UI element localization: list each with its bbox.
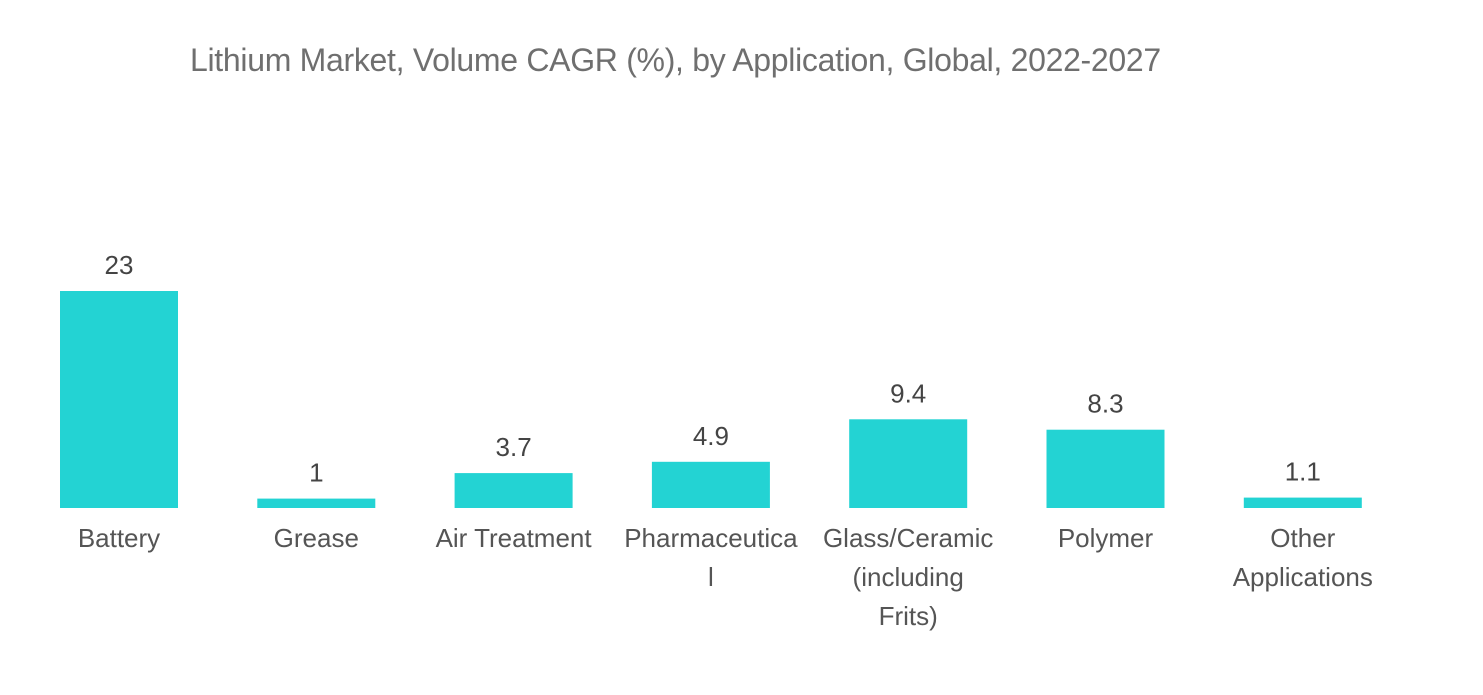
category-label-1: Grease (274, 523, 359, 553)
value-label-0: 23 (105, 250, 134, 280)
category-label-3: Pharmaceutica l (624, 523, 798, 592)
bar-1 (257, 498, 376, 508)
value-label-1: 1 (309, 458, 323, 488)
category-label-0: Battery (78, 523, 160, 553)
bar-3 (651, 461, 770, 508)
bar-6 (1243, 497, 1362, 508)
bar-2 (454, 473, 573, 508)
value-label-3: 4.9 (693, 421, 729, 451)
value-label-6: 1.1 (1285, 457, 1321, 487)
value-label-5: 8.3 (1087, 389, 1123, 419)
chart-title: Lithium Market, Volume CAGR (%), by Appl… (190, 42, 1161, 78)
value-label-2: 3.7 (496, 432, 532, 462)
bar-4 (849, 419, 968, 508)
category-label-5: Polymer (1058, 523, 1154, 553)
category-label-2: Air Treatment (436, 523, 593, 553)
value-label-4: 9.4 (890, 378, 926, 408)
bar-5 (1046, 429, 1165, 508)
bar-0 (60, 291, 178, 508)
category-label-4: Glass/Ceramic (including Frits) (823, 523, 993, 631)
category-label-6: Other Applications (1233, 523, 1373, 592)
